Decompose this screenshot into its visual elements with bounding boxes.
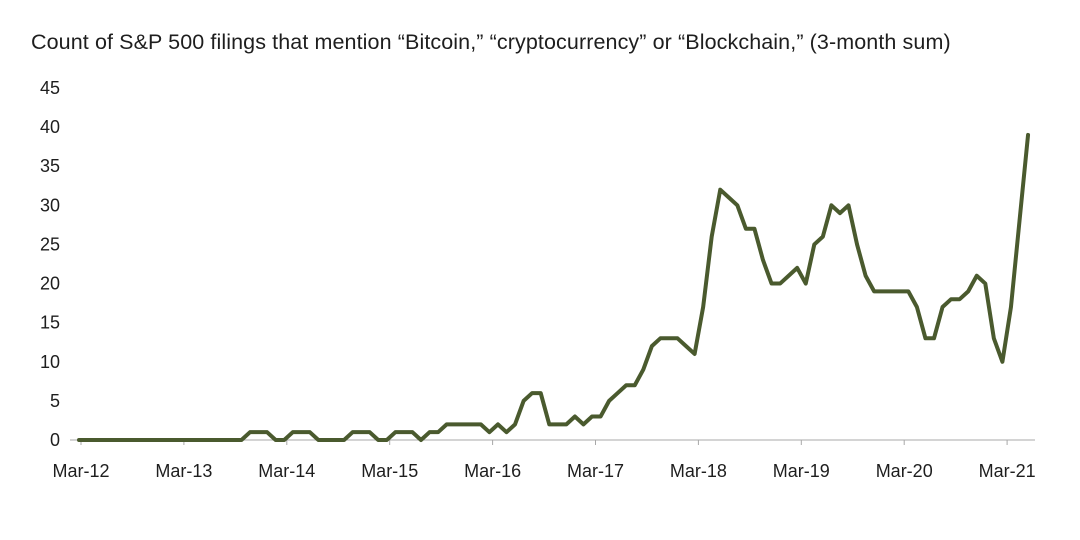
x-tick-label: Mar-13	[155, 461, 212, 481]
y-tick-label: 10	[40, 352, 60, 372]
x-axis: Mar-12 Mar-13 Mar-14 Mar-15 Mar-16 Mar-17 Mar-…	[52, 439, 1036, 481]
y-tick-label: 20	[40, 274, 60, 294]
x-tick-label: Mar-20	[876, 461, 933, 481]
y-tick-label: 40	[40, 117, 60, 137]
y-tick-label: 30	[40, 195, 60, 215]
x-tick-label: Mar-19	[773, 461, 830, 481]
x-tick-label: Mar-14	[258, 461, 315, 481]
x-tick-label: Mar-21	[979, 461, 1036, 481]
y-tick-label: 35	[40, 156, 60, 176]
y-tick-label: 15	[40, 313, 60, 333]
x-tick-label: Mar-18	[670, 461, 727, 481]
chart-title: Count of S&P 500 filings that mention “B…	[31, 30, 951, 54]
x-tick-label: Mar-15	[361, 461, 418, 481]
y-tick-label: 0	[50, 430, 60, 450]
series-layer	[77, 132, 1031, 442]
x-tick-label: Mar-17	[567, 461, 624, 481]
x-tick-label: Mar-12	[52, 461, 109, 481]
y-tick-label: 45	[40, 78, 60, 98]
y-axis-ticks: 0 5 10 15 20 25 30 35 40 45	[40, 78, 60, 450]
y-tick-label: 5	[50, 391, 60, 411]
series-line	[77, 132, 1031, 442]
x-tick-label: Mar-16	[464, 461, 521, 481]
y-tick-label: 25	[40, 234, 60, 254]
